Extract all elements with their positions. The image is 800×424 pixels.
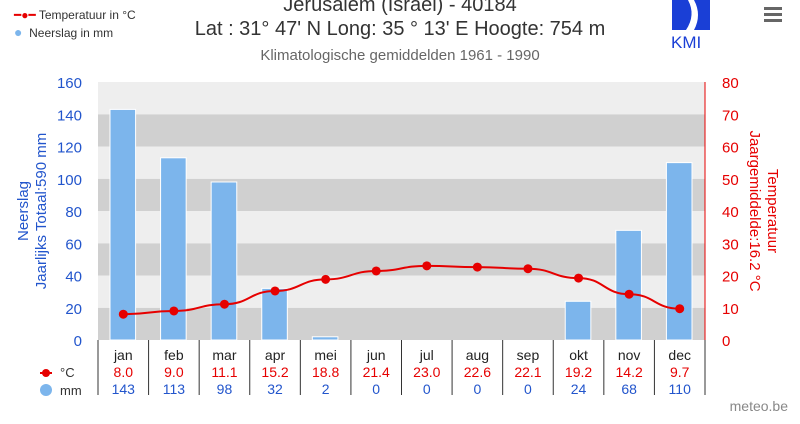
precip-bar: [564, 300, 592, 341]
chart-title: Jerusalem (Israël) - 40184: [283, 0, 517, 16]
right-axis-title: TemperatuurJaargemiddelde:16.2 °C: [746, 130, 781, 291]
chart-subtitle: Klimatologische gemiddelden 1961 - 1990: [260, 47, 540, 64]
left-tick-label: 60: [65, 236, 82, 253]
precip-value: 0: [473, 381, 481, 397]
month-label: mei: [314, 347, 337, 363]
menu-icon[interactable]: [764, 4, 782, 25]
temp-value: 15.2: [261, 364, 288, 380]
temp-value: 22.1: [514, 364, 541, 380]
precip-row-label: mm: [60, 383, 82, 398]
month-label: jun: [366, 347, 386, 363]
precip-legend-icon: ●: [14, 24, 23, 40]
month-label: jan: [113, 347, 133, 363]
left-tick-label: 100: [57, 172, 82, 189]
month-label: aug: [466, 347, 489, 363]
temp-point: [675, 304, 685, 314]
month-label: feb: [164, 347, 184, 363]
temp-value: 21.4: [363, 364, 390, 380]
temp-value: 22.6: [464, 364, 491, 380]
right-tick-label: 30: [722, 236, 739, 253]
precip-bar: [665, 162, 693, 341]
temp-point: [270, 286, 280, 296]
left-axis-title: NeerslagJaarlijks Totaal:590 mm: [15, 133, 50, 289]
credit-link[interactable]: meteo.be: [729, 398, 788, 414]
month-label: okt: [569, 347, 588, 363]
kmi-logo: KMI: [668, 0, 714, 55]
month-label: apr: [265, 347, 286, 363]
temp-point: [472, 262, 482, 272]
month-label: jul: [419, 347, 434, 363]
grid-band: [98, 307, 705, 340]
precip-value: 113: [163, 381, 186, 397]
precip-bar: [210, 181, 238, 341]
right-tick-label: 50: [722, 172, 739, 189]
precip-bar: [109, 108, 137, 341]
month-label: dec: [668, 347, 691, 363]
left-tick-label: 40: [65, 269, 82, 286]
temp-value: 8.0: [114, 364, 134, 380]
grid-band: [98, 178, 705, 211]
temp-point: [371, 266, 381, 276]
temp-point: [219, 299, 229, 309]
precip-value: 24: [571, 381, 587, 397]
left-tick-label: 20: [65, 301, 82, 318]
temp-row-label: °C: [60, 365, 75, 380]
left-tick-label: 160: [57, 75, 82, 92]
grid-band: [98, 146, 705, 179]
right-tick-label: 70: [722, 107, 739, 124]
right-tick-label: 40: [722, 204, 739, 221]
precip-value: 68: [621, 381, 637, 397]
temp-row-icon-dot: [42, 369, 50, 377]
left-tick-label: 120: [57, 140, 82, 157]
temp-value: 9.0: [164, 364, 184, 380]
temp-point: [118, 309, 128, 319]
temp-value: 14.2: [616, 364, 643, 380]
grid-band: [98, 243, 705, 276]
precip-value: 0: [423, 381, 431, 397]
month-label: mar: [212, 347, 236, 363]
left-tick-label: 140: [57, 107, 82, 124]
right-tick-label: 60: [722, 140, 739, 157]
month-label: sep: [517, 347, 540, 363]
right-tick-label: 0: [722, 333, 730, 350]
right-tick-label: 10: [722, 301, 739, 318]
temp-point: [624, 289, 634, 299]
svg-text:KMI: KMI: [671, 33, 701, 50]
temp-value: 18.8: [312, 364, 339, 380]
temp-point: [422, 261, 432, 271]
month-label: nov: [618, 347, 641, 363]
precip-bar: [261, 287, 288, 341]
temp-point: [523, 264, 533, 274]
temp-value: 23.0: [413, 364, 440, 380]
left-tick-label: 0: [74, 333, 82, 350]
precip-value: 0: [372, 381, 380, 397]
precip-value: 143: [112, 381, 136, 397]
temp-value: 19.2: [565, 364, 592, 380]
precip-value: 98: [217, 381, 233, 397]
temp-value: 9.7: [670, 364, 690, 380]
temp-point: [321, 274, 331, 284]
right-tick-label: 80: [722, 75, 739, 92]
temp-point: [169, 306, 179, 316]
grid-band: [98, 275, 705, 308]
grid-band: [98, 114, 705, 147]
legend-temp[interactable]: ━●━ Temperatuur in °C: [14, 8, 136, 22]
temp-legend-icon: ━●━: [14, 8, 36, 22]
precip-bar: [615, 229, 642, 341]
legend-precip[interactable]: ● Neerslag in mm: [14, 24, 114, 40]
precip-value: 32: [267, 381, 283, 397]
temp-point: [574, 273, 584, 283]
precip-value: 2: [322, 381, 330, 397]
precip-row-icon: [40, 384, 52, 396]
grid-band: [98, 82, 705, 115]
temp-value: 11.1: [211, 364, 237, 380]
grid-band: [98, 211, 705, 244]
right-tick-label: 20: [722, 269, 739, 286]
precip-value: 0: [524, 381, 532, 397]
chart-coords: Lat : 31° 47' N Long: 35 ° 13' E Hoogte:…: [194, 18, 606, 40]
precip-bar: [311, 336, 339, 341]
left-tick-label: 80: [65, 204, 82, 221]
precip-value: 110: [669, 381, 692, 397]
